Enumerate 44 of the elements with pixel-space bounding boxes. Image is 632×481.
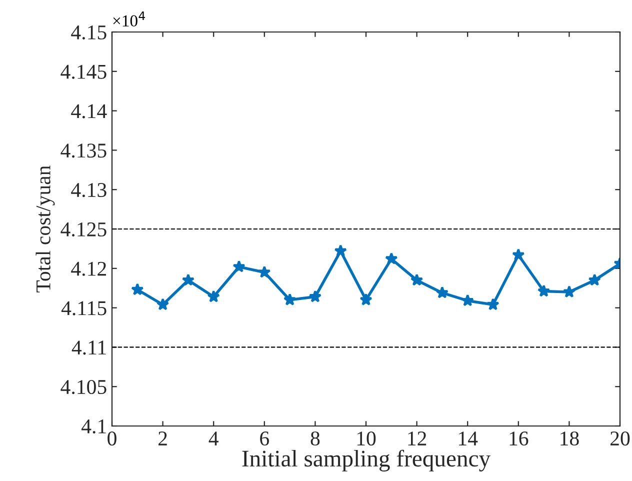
y-tick-label: 4.13 — [71, 183, 106, 198]
point — [131, 283, 144, 296]
point — [562, 285, 576, 298]
x-tick-label: 12 — [408, 432, 426, 446]
x-tick-label: 4 — [208, 432, 218, 446]
point — [283, 293, 296, 306]
point — [207, 290, 220, 302]
point — [334, 244, 347, 257]
y-axis-title: Total cost/yuan — [36, 166, 55, 292]
x-tick-label: 6 — [260, 432, 269, 446]
point — [512, 248, 525, 261]
x-axis-title: Initial sampling frequency — [242, 450, 490, 472]
point — [232, 260, 246, 272]
y-tick-label: 4.135 — [60, 144, 106, 158]
point — [182, 274, 195, 286]
point — [308, 290, 322, 302]
x-tick-label: 18 — [560, 431, 579, 446]
point — [410, 274, 424, 286]
y-tick-label: 4.125 — [60, 222, 106, 237]
y-tick-label: 4.12 — [71, 262, 106, 276]
point — [156, 298, 170, 310]
text: ×10$^{4}$ — [113, 11, 145, 27]
point — [360, 293, 372, 306]
x-tick-label: 16 — [510, 432, 528, 446]
point — [258, 266, 271, 278]
y-tick-label: 4.115 — [61, 301, 106, 316]
point — [588, 274, 601, 286]
x-tick-label: 0 — [108, 431, 116, 446]
point — [537, 284, 550, 297]
x-tick-label: 20 — [610, 431, 630, 446]
point — [436, 286, 449, 298]
x-tick-label: 14 — [459, 432, 478, 446]
y-tick-label: 4.11 — [72, 340, 106, 355]
point — [461, 294, 474, 306]
point — [486, 298, 500, 310]
point — [385, 252, 398, 264]
y-tick-label: 4.15 — [71, 25, 106, 40]
y-tick-label: 4.145 — [60, 64, 106, 79]
x-tick-label: 2 — [158, 432, 167, 446]
x-tick-label: 10 — [357, 431, 376, 446]
y-tick-label: 4.14 — [71, 104, 107, 118]
y-tick-label: 4.105 — [60, 380, 106, 394]
x-tick-label: 8 — [310, 431, 320, 446]
y-tick-label: 4.1 — [82, 419, 106, 434]
